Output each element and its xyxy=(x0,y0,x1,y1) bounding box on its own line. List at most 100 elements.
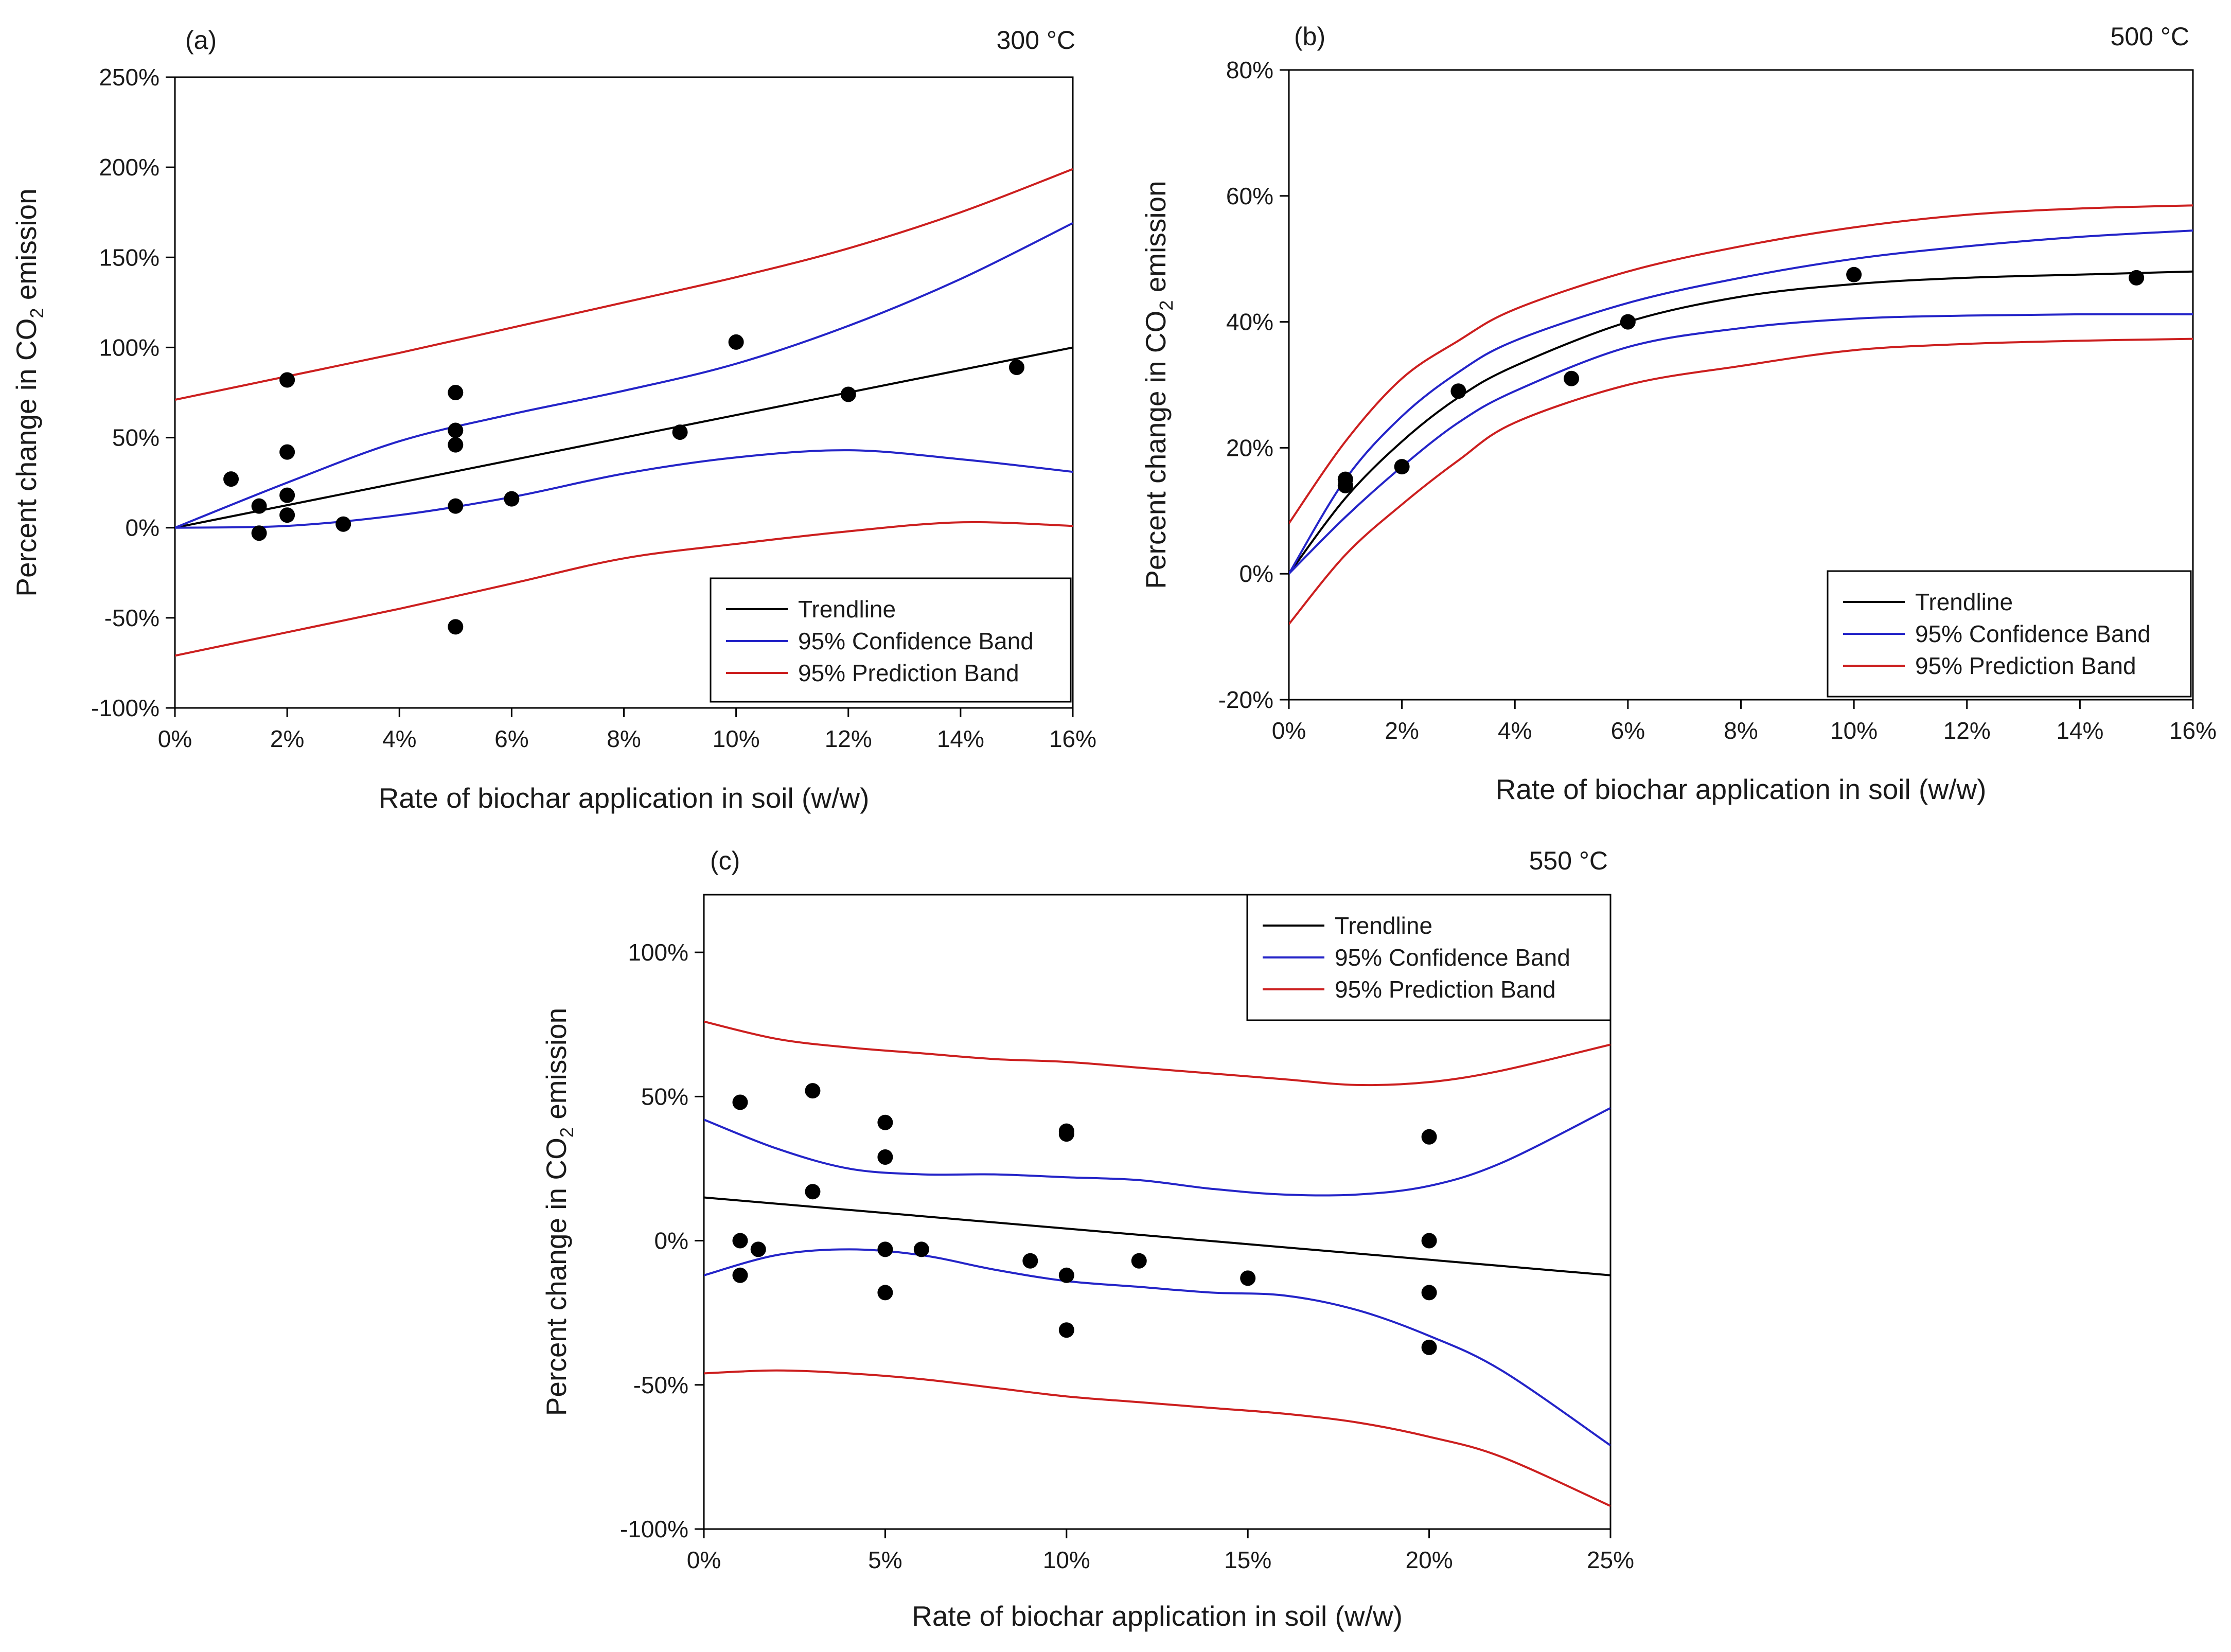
panel-label: (a) xyxy=(185,26,217,55)
data-point xyxy=(448,385,464,400)
x-tick-label: 0% xyxy=(687,1547,721,1573)
y-axis-label-subscript: 2 xyxy=(1156,300,1177,311)
data-point xyxy=(877,1114,893,1130)
x-tick-label: 4% xyxy=(382,725,416,752)
data-point xyxy=(732,1233,748,1249)
data-point xyxy=(1058,1267,1074,1283)
x-tick-label: 4% xyxy=(1498,717,1532,744)
x-tick-label: 16% xyxy=(2169,717,2217,744)
y-tick-label: 40% xyxy=(1226,309,1273,335)
y-tick-label: 0% xyxy=(126,514,160,541)
data-point xyxy=(672,424,688,440)
x-tick-label: 8% xyxy=(607,725,641,752)
data-point xyxy=(877,1241,893,1257)
legend-label-confidence: 95% Confidence Band xyxy=(1335,944,1570,971)
data-point xyxy=(877,1285,893,1301)
x-tick-label: 2% xyxy=(1385,717,1419,744)
y-axis-label-subscript: 2 xyxy=(26,308,47,318)
prediction-band-line xyxy=(175,521,1073,657)
legend-label-trend: Trendline xyxy=(798,596,896,623)
data-point xyxy=(1421,1233,1437,1249)
legend-label-trend: Trendline xyxy=(1915,589,2013,615)
prediction-band-line xyxy=(175,168,1073,401)
data-point xyxy=(1058,1126,1074,1142)
data-point xyxy=(1421,1339,1437,1355)
plot-area xyxy=(1289,204,2193,625)
legend-label-prediction: 95% Prediction Band xyxy=(798,660,1019,686)
legend-label-trend: Trendline xyxy=(1335,912,1432,939)
data-point xyxy=(732,1267,748,1283)
data-point xyxy=(728,334,744,350)
x-tick-label: 2% xyxy=(270,725,304,752)
panel-label: (c) xyxy=(710,846,740,875)
data-point xyxy=(1620,314,1636,330)
data-point xyxy=(840,386,856,402)
data-point xyxy=(1337,477,1353,493)
data-point xyxy=(1421,1285,1437,1301)
data-point xyxy=(448,437,464,453)
prediction-band-line xyxy=(1289,204,2193,524)
data-point xyxy=(251,525,267,541)
prediction-band-line xyxy=(704,1020,1610,1087)
prediction-band-line xyxy=(704,1369,1610,1507)
legend-label-prediction: 95% Prediction Band xyxy=(1335,976,1556,1003)
y-axis-label-prefix: Percent change in CO xyxy=(540,1138,572,1416)
trendline xyxy=(175,346,1073,529)
x-tick-label: 6% xyxy=(1611,717,1645,744)
legend: Trendline 95% Confidence Band 95% Predicti… xyxy=(1827,570,2192,698)
legend-label-confidence: 95% Confidence Band xyxy=(1915,620,2151,647)
y-tick-label: 80% xyxy=(1226,57,1273,83)
x-tick-label: 6% xyxy=(494,725,528,752)
confidence-band-line xyxy=(175,222,1073,529)
data-point xyxy=(1450,383,1466,399)
trendline xyxy=(704,1196,1610,1276)
plot-area xyxy=(704,1020,1610,1507)
y-tick-label: 50% xyxy=(112,424,160,451)
y-tick-label: 100% xyxy=(628,939,688,966)
x-tick-label: 14% xyxy=(2056,717,2103,744)
data-point xyxy=(805,1083,821,1099)
x-tick-label: 10% xyxy=(1043,1547,1090,1573)
data-point xyxy=(732,1094,748,1110)
x-tick-label: 14% xyxy=(937,725,984,752)
confidence-band-line xyxy=(1289,229,2193,575)
confidence-band-line xyxy=(704,1248,1610,1447)
panel-label: (b) xyxy=(1294,22,1325,51)
x-tick-label: 12% xyxy=(1943,717,1991,744)
x-tick-label: 12% xyxy=(825,725,872,752)
y-tick-label: 200% xyxy=(99,154,160,181)
x-tick-label: 8% xyxy=(1724,717,1758,744)
y-tick-label: 60% xyxy=(1226,183,1273,209)
prediction-band-line xyxy=(1289,337,2193,625)
x-tick-label: 16% xyxy=(1049,725,1096,752)
confidence-band-line xyxy=(704,1107,1610,1197)
data-point xyxy=(877,1149,893,1165)
x-tick-label: 10% xyxy=(713,725,760,752)
y-tick-label: 50% xyxy=(641,1083,688,1110)
data-point xyxy=(1058,1322,1074,1338)
y-tick-label: 0% xyxy=(1240,560,1273,587)
y-axis-label-prefix: Percent change in CO xyxy=(10,318,42,597)
x-tick-label: 10% xyxy=(1830,717,1878,744)
temperature-label: 550 °C xyxy=(1529,846,1608,875)
data-point xyxy=(750,1241,766,1257)
x-tick-label: 25% xyxy=(1587,1547,1634,1573)
data-point xyxy=(1022,1253,1038,1269)
legend-label-confidence: 95% Confidence Band xyxy=(798,628,1034,654)
x-tick-label: 15% xyxy=(1224,1547,1271,1573)
y-tick-label: -50% xyxy=(104,605,160,631)
panel-a: 0% 2% 4% 6% 8% 10% 12% 14% 16% -100% -50% 0% 50% 100%… xyxy=(10,26,1096,814)
trendline xyxy=(1289,270,2193,575)
x-tick-label: 5% xyxy=(868,1547,902,1573)
y-axis-label-prefix: Percent change in CO xyxy=(1140,311,1172,589)
y-tick-label: 150% xyxy=(99,244,160,271)
y-axis-label-suffix: emission xyxy=(10,188,42,308)
x-tick-label: 0% xyxy=(1272,717,1306,744)
data-point xyxy=(1846,267,1862,282)
data-point xyxy=(448,619,464,635)
y-axis-label: Percent change in CO2 emission xyxy=(1140,181,1177,589)
data-point xyxy=(251,498,267,514)
y-tick-label: -100% xyxy=(620,1516,688,1542)
